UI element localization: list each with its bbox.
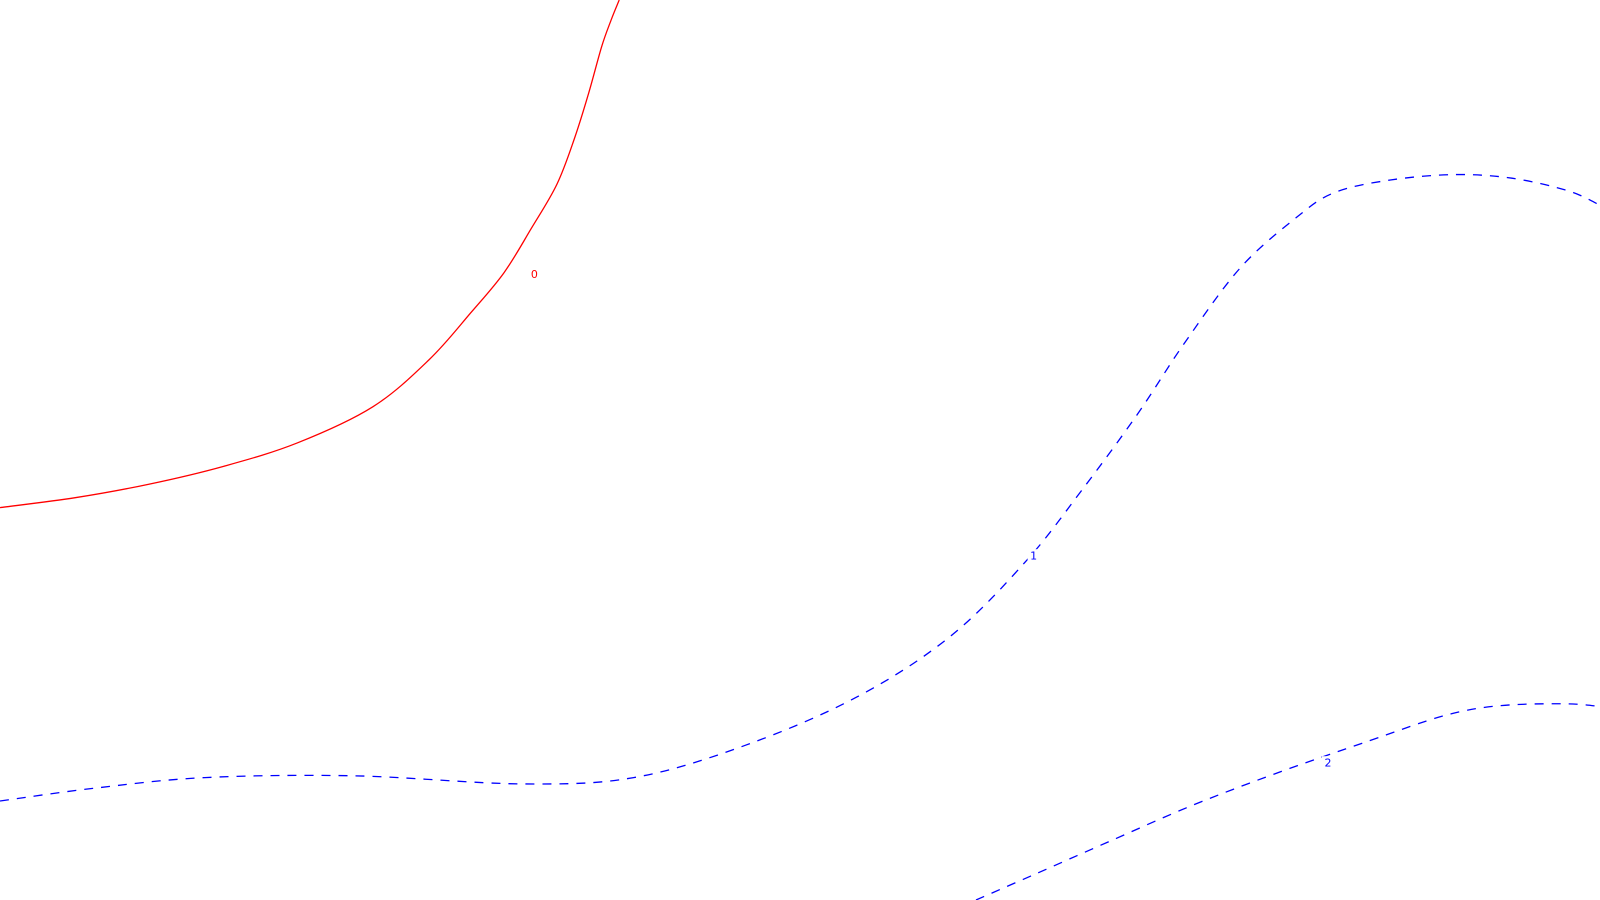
contour-label-background (1027, 549, 1040, 564)
contour-label-2: 2 (1325, 757, 1332, 770)
contour-label-0: 0 (531, 268, 538, 281)
contour-line-level-1 (0, 173, 1600, 802)
contour-label-background (528, 267, 541, 282)
contour-line-level-0 (0, 0, 620, 509)
contour-label-1: 1 (1030, 550, 1037, 563)
contour-label-background (1322, 756, 1334, 771)
contour-labels-group: 0 1 2 (528, 267, 1334, 771)
contour-line-level-2 (975, 703, 1600, 900)
